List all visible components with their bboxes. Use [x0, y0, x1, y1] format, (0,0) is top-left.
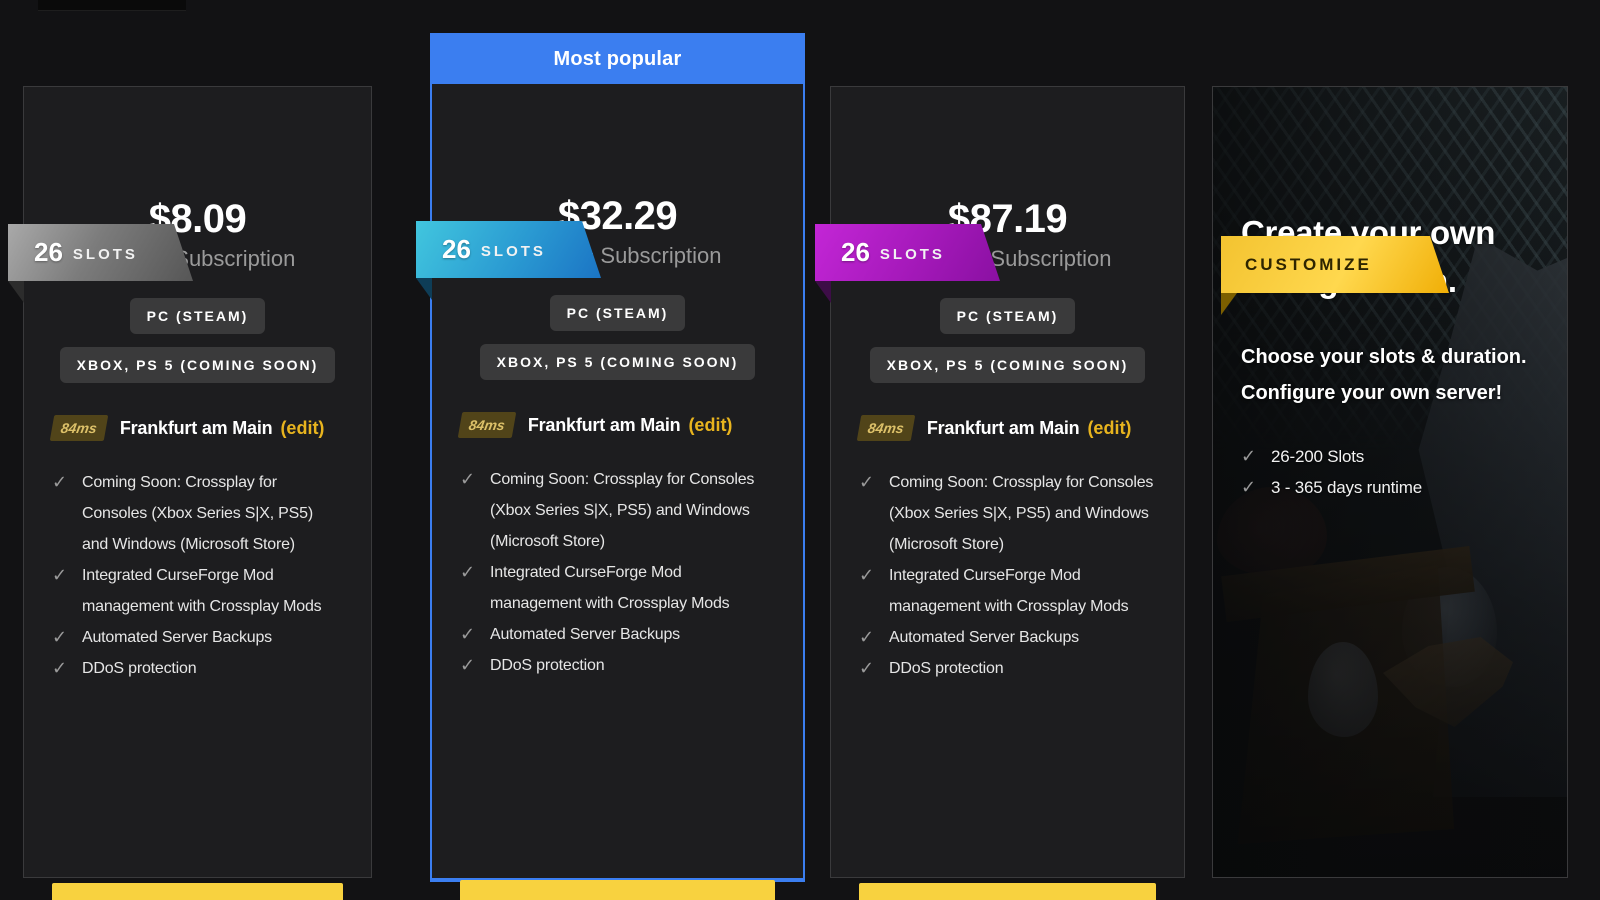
- feature-item: ✓ Integrated CurseForge Mod management w…: [460, 557, 775, 619]
- check-icon: ✓: [460, 655, 476, 675]
- customize-subtitle-line-1: Choose your slots & duration.: [1241, 345, 1527, 368]
- customize-feature-list: ✓ 26-200 Slots ✓ 3 - 365 days runtime: [1241, 441, 1539, 503]
- check-icon: ✓: [52, 472, 68, 492]
- ping-badge: 84ms: [856, 415, 916, 441]
- latency-row: 84ms Frankfurt am Main (edit): [49, 415, 343, 441]
- edit-location-link[interactable]: (edit): [1087, 417, 1132, 438]
- feature-item: ✓ DDoS protection: [460, 650, 775, 681]
- feature-list: ✓ Coming Soon: Crossplay for Consoles (X…: [859, 467, 1156, 684]
- feature-item: ✓ 26-200 Slots: [1241, 441, 1539, 472]
- check-icon: ✓: [460, 469, 476, 489]
- server-location: Frankfurt am Main: [527, 414, 681, 435]
- slots-count: 26: [442, 234, 471, 264]
- customize-subtitle-line-2: Configure your own server!: [1241, 381, 1503, 404]
- platform-badge-pc: PC (STEAM): [549, 295, 686, 331]
- feature-item: ✓ Integrated CurseForge Mod management w…: [52, 560, 343, 622]
- check-icon: ✓: [52, 565, 68, 585]
- slots-count: 26: [841, 237, 870, 267]
- platform-badge-console: XBOX, PS 5 (COMING SOON): [59, 347, 336, 383]
- choose-package-button[interactable]: CHOOSE PACKAGE: [52, 883, 343, 900]
- pricing-card-3-days: 26 SLOTS $8.09 3 days Subscription PC (S…: [8, 86, 372, 900]
- slots-label: SLOTS: [480, 243, 546, 260]
- top-cutoff-element: [38, 0, 186, 11]
- feature-item: ✓ DDoS protection: [859, 653, 1156, 684]
- latency-row: 84ms Frankfurt am Main (edit): [457, 412, 775, 438]
- slots-label: SLOTS: [879, 246, 945, 263]
- card-art-overlay: [1213, 87, 1567, 877]
- slots-ribbon: 26 SLOTS: [416, 221, 601, 278]
- check-icon: ✓: [859, 565, 875, 585]
- ping-badge: 84ms: [49, 415, 109, 441]
- feature-item: ✓ Automated Server Backups: [859, 622, 1156, 653]
- check-icon: ✓: [52, 627, 68, 647]
- ribbon-fold: [416, 278, 432, 300]
- feature-item: ✓ Coming Soon: Crossplay for Consoles (X…: [52, 467, 343, 560]
- platform-badge-console: XBOX, PS 5 (COMING SOON): [479, 344, 756, 380]
- ribbon-fold: [1221, 293, 1237, 315]
- check-icon: ✓: [52, 658, 68, 678]
- choose-package-button[interactable]: CHOOSE PACKAGE: [859, 883, 1156, 900]
- latency-row: 84ms Frankfurt am Main (edit): [856, 415, 1156, 441]
- check-icon: ✓: [460, 624, 476, 644]
- ping-badge: 84ms: [457, 412, 517, 438]
- feature-list: ✓ Coming Soon: Crossplay for Consoles (X…: [52, 467, 343, 684]
- server-location: Frankfurt am Main: [119, 417, 273, 438]
- check-icon: ✓: [460, 562, 476, 582]
- check-icon: ✓: [859, 627, 875, 647]
- customize-ribbon: CUSTOMIZE: [1221, 236, 1449, 293]
- ribbon-fold: [815, 281, 831, 303]
- slots-label: SLOTS: [72, 246, 138, 263]
- customize-ribbon-label: CUSTOMIZE: [1245, 254, 1372, 274]
- platform-badge-console: XBOX, PS 5 (COMING SOON): [869, 347, 1146, 383]
- edit-location-link[interactable]: (edit): [280, 417, 325, 438]
- slots-ribbon: 26 SLOTS: [815, 224, 1000, 281]
- pricing-card-30-days: Most popular 26 SLOTS $32.29 30 days Sub…: [416, 33, 805, 900]
- server-location: Frankfurt am Main: [926, 417, 1080, 438]
- check-icon: ✓: [1241, 476, 1257, 497]
- pricing-card-90-days: 26 SLOTS $87.19 90 days Subscription PC …: [815, 86, 1185, 900]
- feature-list: ✓ Coming Soon: Crossplay for Consoles (X…: [460, 464, 775, 681]
- feature-item: ✓ Coming Soon: Crossplay for Consoles (X…: [859, 467, 1156, 560]
- choose-package-button[interactable]: CHOOSE PACKAGE: [460, 880, 775, 900]
- customize-card: CUSTOMIZE Create your own configuration.…: [1212, 86, 1568, 878]
- check-icon: ✓: [859, 472, 875, 492]
- feature-item: ✓ Integrated CurseForge Mod management w…: [859, 560, 1156, 622]
- customize-subtitle: Choose your slots & duration. Configure …: [1241, 339, 1539, 411]
- feature-item: ✓ Automated Server Backups: [460, 619, 775, 650]
- platform-badge-pc: PC (STEAM): [939, 298, 1076, 334]
- platform-badge-pc: PC (STEAM): [129, 298, 266, 334]
- feature-item: ✓ Automated Server Backups: [52, 622, 343, 653]
- feature-item: ✓ DDoS protection: [52, 653, 343, 684]
- slots-ribbon: 26 SLOTS: [8, 224, 193, 281]
- feature-item: ✓ 3 - 365 days runtime: [1241, 472, 1539, 503]
- check-icon: ✓: [1241, 445, 1257, 466]
- slots-count: 26: [34, 237, 63, 267]
- most-popular-banner: Most popular: [432, 35, 803, 84]
- edit-location-link[interactable]: (edit): [688, 414, 733, 435]
- ribbon-fold: [8, 281, 24, 303]
- check-icon: ✓: [859, 658, 875, 678]
- feature-item: ✓ Coming Soon: Crossplay for Consoles (X…: [460, 464, 775, 557]
